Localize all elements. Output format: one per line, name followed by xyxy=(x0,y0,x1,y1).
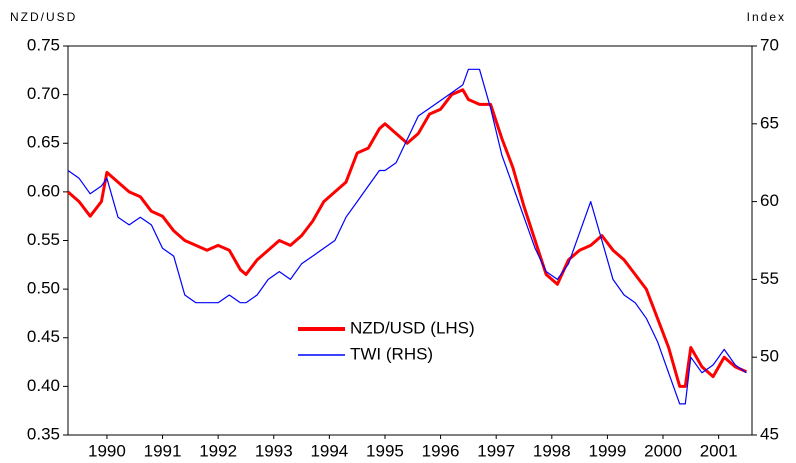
y-tick-label: 0.45 xyxy=(27,327,60,346)
legend-label: NZD/USD (LHS) xyxy=(350,318,475,337)
x-tick-label: 1992 xyxy=(199,441,237,460)
y2-tick-label: 45 xyxy=(760,424,779,443)
series-line xyxy=(67,68,747,405)
y2-tick-label: 55 xyxy=(760,269,779,288)
y2-tick-label: 50 xyxy=(760,347,779,366)
x-tick-label: 2001 xyxy=(700,441,738,460)
y-tick-label: 0.50 xyxy=(27,279,60,298)
x-tick-label: 1993 xyxy=(255,441,293,460)
y2-tick-label: 60 xyxy=(760,191,779,210)
y-tick-label: 0.60 xyxy=(27,181,60,200)
series-line xyxy=(67,88,748,388)
y-tick-label: 0.55 xyxy=(27,230,60,249)
x-tick-label: 1995 xyxy=(366,441,404,460)
x-tick-label: 2000 xyxy=(644,441,682,460)
x-tick-label: 1996 xyxy=(422,441,460,460)
x-tick-label: 1997 xyxy=(477,441,515,460)
y2-axis-title: Index xyxy=(747,10,786,24)
y-tick-label: 0.70 xyxy=(27,84,60,103)
y-tick-label: 0.75 xyxy=(27,35,60,54)
x-tick-label: 1994 xyxy=(310,441,348,460)
x-tick-label: 1991 xyxy=(144,441,182,460)
x-tick-label: 1990 xyxy=(88,441,126,460)
y-tick-label: 0.65 xyxy=(27,133,60,152)
y-tick-label: 0.40 xyxy=(27,376,60,395)
y-tick-label: 0.35 xyxy=(27,424,60,443)
legend-label: TWI (RHS) xyxy=(350,344,433,363)
plot-frame xyxy=(67,45,753,436)
x-tick-label: 1998 xyxy=(533,441,571,460)
y-axis-title: NZD/USD xyxy=(10,10,77,24)
y2-tick-label: 65 xyxy=(760,113,779,132)
y2-tick-label: 70 xyxy=(760,35,779,54)
x-tick-label: 1999 xyxy=(589,441,627,460)
